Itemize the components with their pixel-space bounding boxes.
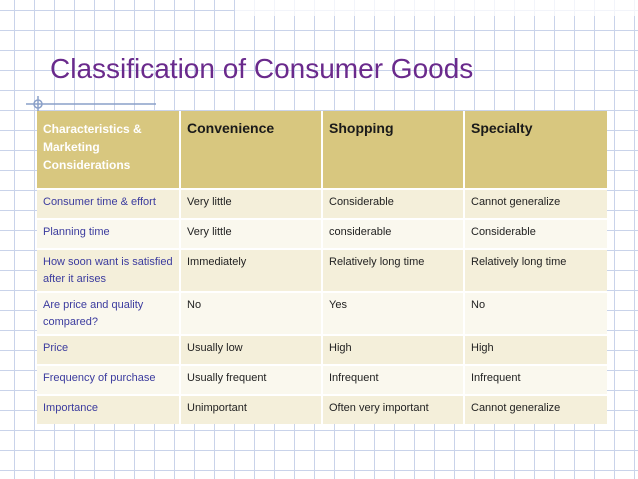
table-row: Price Usually low High High xyxy=(37,334,607,365)
table-row: Planning time Very little considerable C… xyxy=(37,218,607,249)
cell-shopping: considerable xyxy=(322,218,465,249)
header-specialty: Specialty xyxy=(464,111,607,189)
cell-shopping: Yes xyxy=(322,291,465,335)
row-label: Are price and quality compared? xyxy=(37,291,181,335)
cell-specialty: No xyxy=(464,291,607,335)
classification-table: Characteristics & Marketing Consideratio… xyxy=(37,111,607,424)
table-row: Importance Unimportant Often very import… xyxy=(37,394,607,424)
row-label: Price xyxy=(37,334,181,365)
cell-specialty: Cannot generalize xyxy=(464,394,607,424)
cell-shopping: Considerable xyxy=(322,188,465,219)
cell-convenience: Usually low xyxy=(180,334,323,365)
table-row: Consumer time & effort Very little Consi… xyxy=(37,188,607,219)
row-label: Planning time xyxy=(37,218,181,249)
row-label: Frequency of purchase xyxy=(37,364,181,395)
row-label: How soon want is satisfied after it aris… xyxy=(37,248,181,292)
cell-specialty: Infrequent xyxy=(464,364,607,395)
cell-specialty: Considerable xyxy=(464,218,607,249)
cell-specialty: Relatively long time xyxy=(464,248,607,292)
table-row: How soon want is satisfied after it aris… xyxy=(37,248,607,292)
cell-shopping: Infrequent xyxy=(322,364,465,395)
cell-convenience: Usually frequent xyxy=(180,364,323,395)
cell-shopping: Relatively long time xyxy=(322,248,465,292)
header-shopping: Shopping xyxy=(322,111,465,189)
cell-convenience: Very little xyxy=(180,188,323,219)
table-row: Frequency of purchase Usually frequent I… xyxy=(37,364,607,395)
table-header-row: Characteristics & Marketing Consideratio… xyxy=(37,111,607,189)
cell-convenience: No xyxy=(180,291,323,335)
cell-shopping: High xyxy=(322,334,465,365)
table-row: Are price and quality compared? No Yes N… xyxy=(37,291,607,335)
top-highlight-band xyxy=(235,0,638,16)
cell-shopping: Often very important xyxy=(322,394,465,424)
cell-convenience: Unimportant xyxy=(180,394,323,424)
header-characteristics: Characteristics & Marketing Consideratio… xyxy=(37,111,181,189)
cell-specialty: High xyxy=(464,334,607,365)
cell-specialty: Cannot generalize xyxy=(464,188,607,219)
slide-title: Classification of Consumer Goods xyxy=(50,53,474,84)
decorative-line-icon xyxy=(26,96,156,112)
header-convenience: Convenience xyxy=(180,111,323,189)
cell-convenience: Immediately xyxy=(180,248,323,292)
row-label: Consumer time & effort xyxy=(37,188,181,219)
row-label: Importance xyxy=(37,394,181,424)
cell-convenience: Very little xyxy=(180,218,323,249)
